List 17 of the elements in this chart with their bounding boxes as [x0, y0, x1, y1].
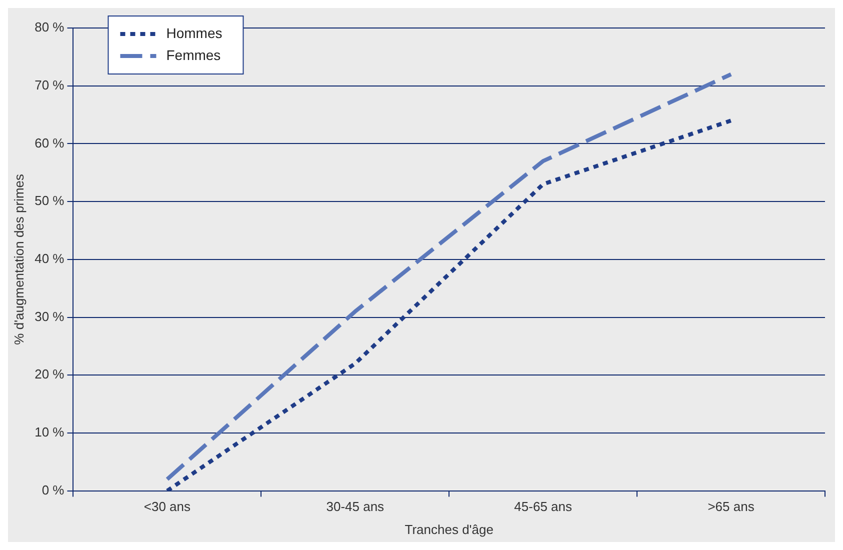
x-tick-label: <30 ans — [144, 499, 192, 514]
y-tick-label: 40 % — [34, 250, 65, 266]
y-tick-label: 20 % — [34, 366, 65, 382]
legend-label: Hommes — [166, 24, 222, 41]
y-tick-label: 70 % — [34, 77, 65, 92]
x-tick-label: 45-65 ans — [514, 499, 572, 514]
y-tick-label: 0 % — [42, 482, 65, 498]
y-tick-label: 30 % — [34, 308, 65, 324]
x-tick-label: 30-45 ans — [326, 499, 385, 514]
y-tick-label: 60 % — [34, 135, 65, 150]
y-axis-title: % d'augmentation des primes — [11, 173, 26, 345]
legend-label: Femmes — [166, 46, 221, 63]
x-axis-title: Tranches d'âge — [404, 522, 494, 537]
y-tick-label: 50 % — [34, 193, 65, 208]
y-tick-label: 10 % — [34, 424, 65, 440]
y-tick-label: 80 % — [34, 20, 65, 35]
x-tick-label: >65 ans — [708, 499, 755, 514]
